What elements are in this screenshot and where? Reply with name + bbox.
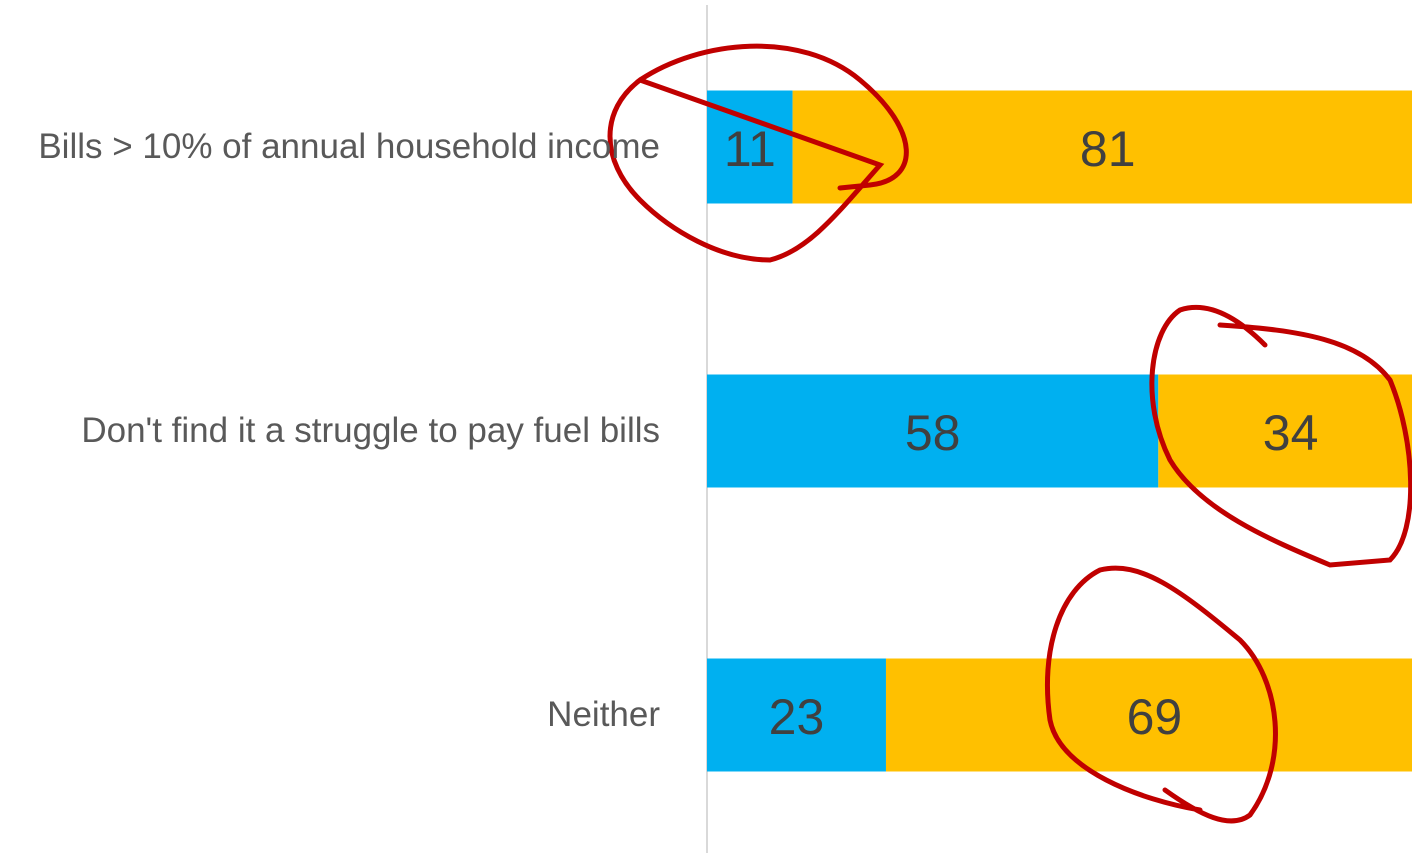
bar-segment [707,374,1159,488]
data-label: 58 [905,405,961,461]
bar-segment [885,658,1412,772]
bar-segment [1158,374,1412,488]
annotations [607,43,1412,824]
category-label: Bills > 10% of annual household income [38,127,660,166]
category-label: Neither [547,695,660,734]
bar-segment [707,658,886,772]
circle [1149,304,1412,568]
category-label: Don't find it a struggle to pay fuel bil… [81,411,660,450]
data-label: 23 [769,689,825,745]
data-label: 34 [1263,405,1319,461]
bar-segment [792,90,1412,204]
circle [1045,565,1278,824]
data-label: 11 [724,121,776,177]
bars: 11 81 58 34 23 69 [707,90,1412,772]
data-label: 81 [1080,121,1136,177]
data-label: 69 [1127,689,1183,745]
circle [607,43,909,263]
